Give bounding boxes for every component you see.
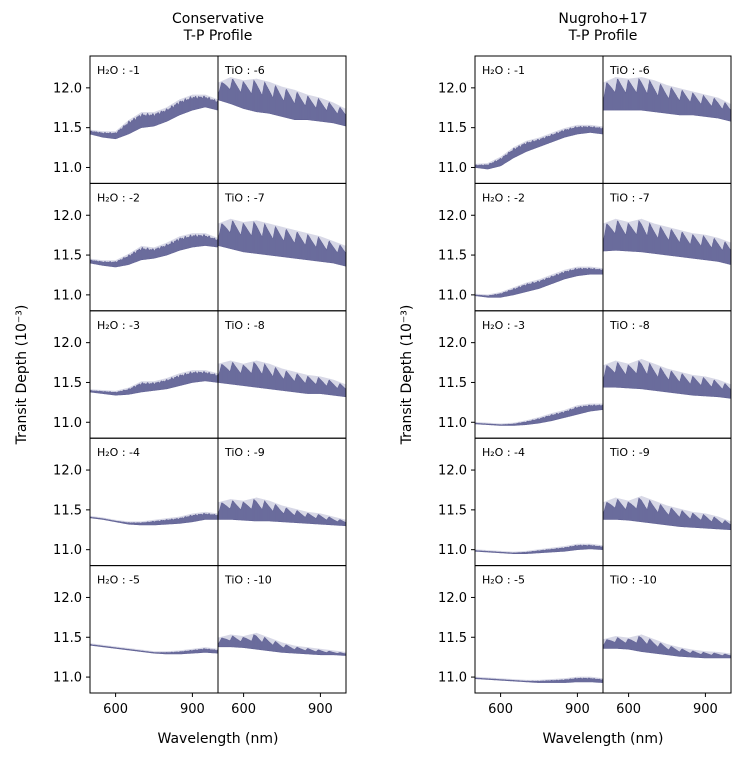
panel-label: TiO : -6 xyxy=(609,64,650,77)
y-tick-label: 12.0 xyxy=(438,209,467,224)
y-tick-label: 12.0 xyxy=(438,336,467,351)
y-tick-label: 12.0 xyxy=(438,464,467,479)
spectrum-series xyxy=(218,218,346,267)
x-tick-label: 600 xyxy=(488,702,513,717)
panel-label: TiO : -9 xyxy=(224,446,265,459)
x-tick-label: 900 xyxy=(693,702,718,717)
y-tick-label: 11.0 xyxy=(53,161,82,176)
spectrum-series xyxy=(90,370,218,396)
panel-label: H₂O : -2 xyxy=(482,191,525,204)
y-tick-label: 11.0 xyxy=(438,161,467,176)
spectrum-series xyxy=(218,632,346,656)
y-tick-label: 11.0 xyxy=(438,416,467,431)
y-tick-label: 12.0 xyxy=(53,336,82,351)
x-axis-label: Wavelength (nm) xyxy=(158,731,279,747)
spectrum-series xyxy=(218,497,346,527)
panel-label: TiO : -7 xyxy=(609,191,650,204)
panel-label: H₂O : -5 xyxy=(97,574,140,587)
y-tick-label: 11.0 xyxy=(53,671,82,686)
spectrum-series xyxy=(475,543,603,554)
y-tick-label: 11.0 xyxy=(53,416,82,431)
panel-label: H₂O : -1 xyxy=(97,64,140,77)
y-tick-label: 11.5 xyxy=(438,376,467,391)
y-tick-label: 11.0 xyxy=(53,288,82,303)
y-tick-label: 11.0 xyxy=(53,543,82,558)
spectrum-series xyxy=(603,634,731,659)
y-tick-label: 11.5 xyxy=(438,249,467,264)
spectrum-series xyxy=(603,358,731,399)
y-tick-label: 11.5 xyxy=(53,376,82,391)
panel-label: TiO : -7 xyxy=(224,191,265,204)
panel-label: TiO : -8 xyxy=(224,319,265,332)
x-tick-label: 600 xyxy=(616,702,641,717)
panel-frame xyxy=(602,565,732,694)
spectrum-band xyxy=(475,125,603,170)
y-tick-label: 11.5 xyxy=(438,631,467,646)
spectrum-series xyxy=(90,511,218,526)
y-tick-label: 11.5 xyxy=(53,503,82,518)
spectrum-series xyxy=(90,643,218,655)
chart-title-line-2: T-P Profile xyxy=(183,28,253,44)
spectrum-series xyxy=(218,360,346,398)
y-tick-label: 11.0 xyxy=(438,671,467,686)
chart-title-line-1: Nugroho+17 xyxy=(558,11,647,27)
panel-label: H₂O : -5 xyxy=(482,574,525,587)
panel-frame xyxy=(217,565,347,694)
chart-title-line-2: T-P Profile xyxy=(568,28,638,44)
chart-title-line-1: Conservative xyxy=(172,11,264,27)
panel-label: H₂O : -4 xyxy=(97,446,140,459)
panel-label: H₂O : -3 xyxy=(97,319,140,332)
y-axis-label: Transit Depth (10⁻³) xyxy=(399,305,415,446)
x-tick-label: 900 xyxy=(180,702,205,717)
spectrum-series xyxy=(475,403,603,426)
panel-label: TiO : -10 xyxy=(224,574,272,587)
panel-label: H₂O : -2 xyxy=(97,191,140,204)
x-axis-label: Wavelength (nm) xyxy=(543,731,664,747)
spectrum-series xyxy=(90,233,218,268)
y-tick-label: 11.0 xyxy=(438,288,467,303)
y-tick-label: 12.0 xyxy=(53,81,82,96)
spectrum-series xyxy=(603,495,731,531)
y-tick-label: 12.0 xyxy=(438,591,467,606)
spectrum-series xyxy=(603,77,731,122)
x-tick-label: 900 xyxy=(308,702,333,717)
panel-label: H₂O : -3 xyxy=(482,319,525,332)
y-tick-label: 12.0 xyxy=(53,464,82,479)
spectrum-band xyxy=(475,544,603,554)
spectrum-series xyxy=(218,77,346,127)
y-tick-label: 11.5 xyxy=(53,249,82,264)
panel-label: TiO : -8 xyxy=(609,319,650,332)
y-tick-label: 11.0 xyxy=(438,543,467,558)
y-tick-label: 12.0 xyxy=(53,209,82,224)
spectrum-series xyxy=(603,218,731,265)
spectrum-band xyxy=(90,644,218,655)
x-tick-label: 600 xyxy=(231,702,256,717)
x-tick-label: 900 xyxy=(565,702,590,717)
panel-label: H₂O : -4 xyxy=(482,446,525,459)
spectrum-series xyxy=(475,266,603,298)
panel-label: TiO : -10 xyxy=(609,574,657,587)
y-axis-label: Transit Depth (10⁻³) xyxy=(14,305,30,446)
spectrum-series xyxy=(475,676,603,683)
y-tick-label: 11.5 xyxy=(53,121,82,136)
panel-label: TiO : -6 xyxy=(224,64,265,77)
panel-label: TiO : -9 xyxy=(609,446,650,459)
y-tick-label: 11.5 xyxy=(438,121,467,136)
panel-label: H₂O : -1 xyxy=(482,64,525,77)
y-tick-label: 11.5 xyxy=(438,503,467,518)
y-tick-label: 12.0 xyxy=(53,591,82,606)
spectrum-series xyxy=(475,124,603,170)
spectrum-band xyxy=(90,371,218,396)
y-tick-label: 11.5 xyxy=(53,631,82,646)
spectrum-series xyxy=(90,94,218,140)
x-tick-label: 600 xyxy=(103,702,128,717)
y-tick-label: 12.0 xyxy=(438,81,467,96)
